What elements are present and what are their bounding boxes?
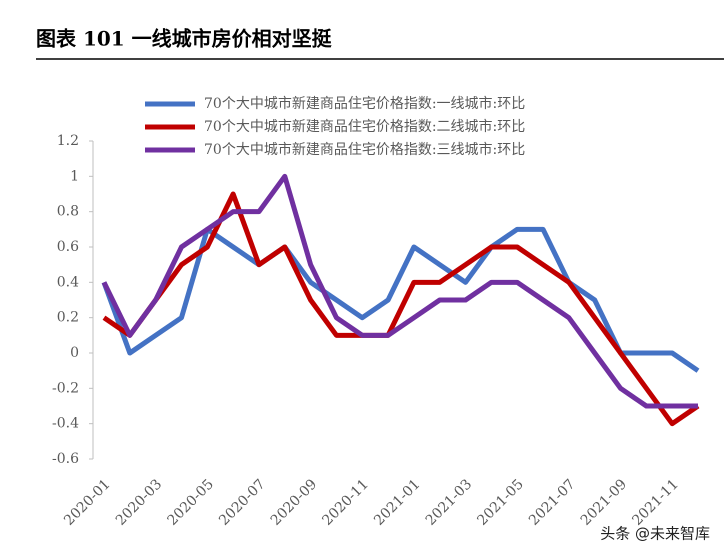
y-tick-label: 1 xyxy=(70,168,79,184)
legend-label: 70个大中城市新建商品住宅价格指数:一线城市:环比 xyxy=(204,95,525,112)
legend-label: 70个大中城市新建商品住宅价格指数:二线城市:环比 xyxy=(204,118,525,135)
y-tick-label: 0.4 xyxy=(57,274,79,290)
x-tick-label: 2020-09 xyxy=(268,476,320,528)
chart-title: 图表 101 一线城市房价相对坚挺 xyxy=(36,27,333,51)
x-tick-label: 2021-01 xyxy=(371,476,423,528)
legend-label: 70个大中城市新建商品住宅价格指数:三线城市:环比 xyxy=(204,141,525,158)
series-line xyxy=(101,226,700,373)
x-tick-label: 2021-05 xyxy=(474,476,526,528)
y-tick-label: 1.2 xyxy=(57,133,79,149)
x-tick-label: 2020-03 xyxy=(113,476,165,528)
y-tick-label: -0.6 xyxy=(52,451,79,467)
y-tick-label: -0.2 xyxy=(52,380,79,396)
x-tick-label: 2021-09 xyxy=(578,476,630,528)
y-tick-label: 0 xyxy=(70,345,79,361)
x-tick-label: 2021-03 xyxy=(423,476,475,528)
x-tick-label: 2020-07 xyxy=(216,476,268,528)
y-tick-label: 0.8 xyxy=(57,204,79,220)
y-tick-label: -0.4 xyxy=(52,416,79,432)
y-tick-label: 0.6 xyxy=(57,239,79,255)
x-tick-label: 2020-05 xyxy=(165,476,217,528)
series-line xyxy=(102,191,700,427)
x-tick-label: 2020-01 xyxy=(61,476,113,528)
x-tick-label: 2021-11 xyxy=(629,476,681,528)
series-line xyxy=(101,173,698,409)
y-tick-label: 0.2 xyxy=(57,310,79,326)
x-tick-label: 2020-11 xyxy=(319,476,371,528)
watermark: 头条 @未来智库 xyxy=(600,525,710,543)
x-tick-label: 2021-07 xyxy=(526,476,578,528)
